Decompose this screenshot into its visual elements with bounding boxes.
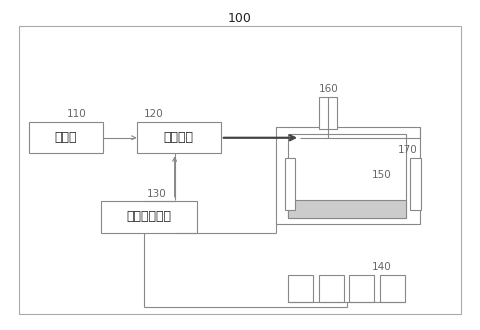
Text: 120: 120 [144, 110, 164, 119]
Text: 160: 160 [319, 84, 339, 94]
Text: 110: 110 [67, 110, 87, 119]
Bar [288, 275, 313, 302]
Bar [101, 201, 197, 233]
Bar [19, 26, 461, 314]
Bar [137, 122, 221, 153]
Bar [410, 158, 421, 210]
Text: 控制器: 控制器 [55, 131, 77, 144]
Bar [276, 127, 420, 224]
Bar [349, 275, 374, 302]
Text: 信号电路: 信号电路 [164, 131, 194, 144]
Bar [29, 122, 103, 153]
Bar [380, 275, 405, 302]
Text: 150: 150 [372, 170, 392, 180]
Bar [288, 200, 406, 218]
Text: 170: 170 [397, 145, 417, 155]
Bar [319, 97, 337, 129]
Text: 130: 130 [146, 189, 166, 199]
Bar [285, 158, 295, 210]
Bar [288, 134, 406, 218]
Text: 100: 100 [228, 12, 252, 24]
Bar [319, 275, 344, 302]
Text: 光源调制电路: 光源调制电路 [126, 211, 171, 223]
Text: 140: 140 [372, 262, 392, 272]
